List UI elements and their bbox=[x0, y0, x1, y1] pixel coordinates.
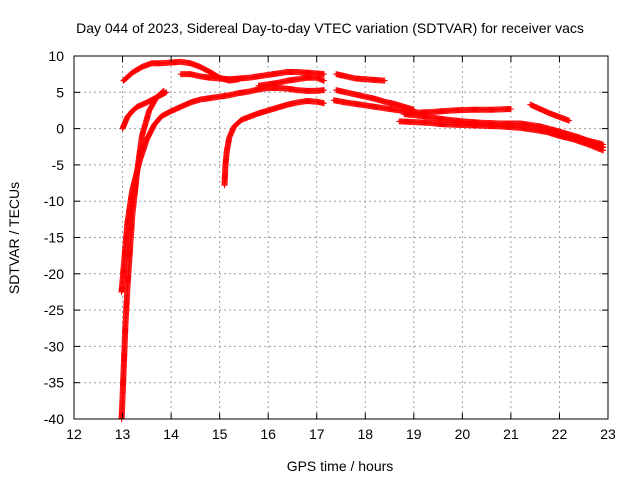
grid-lines bbox=[74, 56, 608, 419]
y-tick-label: -40 bbox=[44, 411, 64, 427]
x-tick-label: 12 bbox=[66, 426, 82, 442]
series-track-3 bbox=[119, 89, 170, 132]
y-tick-label: -30 bbox=[44, 338, 64, 354]
data-point bbox=[507, 105, 514, 112]
x-axis-label: GPS time / hours bbox=[287, 458, 394, 474]
axis-ticks: 12 13 14 15 16 17 18 19 20 21 22 23 -40 -35 -30 -25 -20 -… bbox=[44, 48, 616, 442]
y-tick-label: 5 bbox=[56, 84, 64, 100]
y-tick-label: -20 bbox=[44, 266, 64, 282]
x-tick-label: 18 bbox=[357, 426, 373, 442]
y-tick-label: 10 bbox=[48, 48, 64, 64]
y-tick-label: -5 bbox=[52, 157, 65, 173]
series-track-7 bbox=[255, 74, 328, 89]
x-tick-label: 17 bbox=[309, 426, 325, 442]
y-tick-label: 0 bbox=[56, 121, 64, 137]
data-point bbox=[566, 117, 573, 124]
y-tick-label: -35 bbox=[44, 375, 64, 391]
data-markers bbox=[118, 58, 607, 422]
y-tick-label: -25 bbox=[44, 302, 64, 318]
y-tick-label: -10 bbox=[44, 193, 64, 209]
x-tick-label: 23 bbox=[600, 426, 616, 442]
data-point bbox=[600, 147, 607, 154]
series-track-5 bbox=[221, 98, 328, 189]
x-tick-label: 21 bbox=[503, 426, 519, 442]
x-tick-label: 20 bbox=[455, 426, 471, 442]
x-tick-label: 13 bbox=[115, 426, 131, 442]
x-tick-label: 14 bbox=[163, 426, 179, 442]
y-tick-label: -15 bbox=[44, 230, 64, 246]
y-axis-label: SDTVAR / TECUs bbox=[6, 182, 22, 294]
series-track-8 bbox=[333, 71, 388, 84]
series-track-4 bbox=[118, 84, 328, 295]
x-tick-label: 16 bbox=[260, 426, 276, 442]
x-tick-label: 22 bbox=[552, 426, 568, 442]
x-tick-label: 19 bbox=[406, 426, 422, 442]
series-track-2 bbox=[118, 87, 167, 422]
data-point bbox=[321, 87, 328, 94]
data-point bbox=[163, 89, 170, 96]
series-track-14 bbox=[546, 129, 607, 154]
series-track-9 bbox=[333, 87, 417, 113]
data-point bbox=[321, 71, 328, 78]
data-point bbox=[321, 100, 328, 107]
chart-title: Day 044 of 2023, Sidereal Day-to-day VTE… bbox=[76, 20, 584, 36]
data-point bbox=[321, 77, 328, 84]
series-track-13 bbox=[527, 101, 573, 124]
data-point bbox=[381, 77, 388, 84]
x-tick-label: 15 bbox=[212, 426, 228, 442]
series-track-12 bbox=[401, 111, 607, 151]
series-track-6 bbox=[177, 68, 328, 83]
